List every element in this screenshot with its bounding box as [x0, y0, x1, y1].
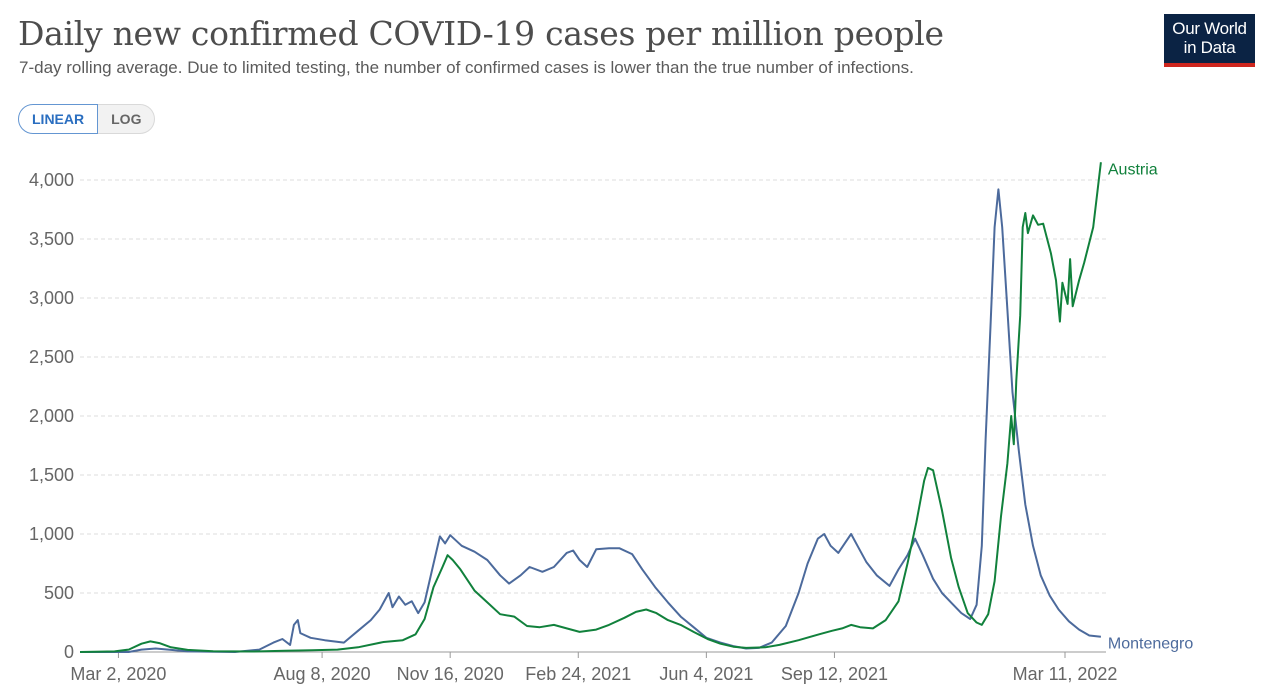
gridlines [80, 179, 1106, 594]
y-tick-label: 1,000 [29, 524, 74, 544]
x-tick-label: Aug 8, 2020 [274, 664, 371, 684]
series-labels: Montenegro Austria [1108, 161, 1193, 652]
series-line-montenegro[interactable] [80, 188, 1102, 653]
y-axis-labels: 0 500 1,000 1,500 2,000 2,500 3,000 3,500 4,000 [29, 170, 74, 662]
x-axis: Mar 2, 2020 Aug 8, 2020 Nov 16, 2020 Feb 24… [70, 651, 1118, 684]
y-tick-label: 2,000 [29, 406, 74, 426]
y-tick-label: 3,000 [29, 288, 74, 308]
log-scale-button[interactable]: LOG [98, 104, 156, 134]
y-tick-label: 4,000 [29, 170, 74, 190]
x-tick-label: Sep 12, 2021 [781, 664, 888, 684]
owid-logo[interactable]: Our World in Data [1164, 14, 1255, 67]
x-tick-label: Feb 24, 2021 [525, 664, 631, 684]
y-tick-label: 1,500 [29, 465, 74, 485]
x-tick-label: Jun 4, 2021 [659, 664, 753, 684]
scale-toggle: LINEAR LOG [18, 104, 156, 134]
logo-text-line1: Our World [1172, 19, 1247, 38]
y-tick-label: 500 [44, 583, 74, 603]
y-tick-label: 2,500 [29, 347, 74, 367]
series-line-austria[interactable] [79, 162, 1102, 653]
x-tick-label: Nov 16, 2020 [397, 664, 504, 684]
linear-scale-button[interactable]: LINEAR [18, 104, 99, 134]
series-label-austria[interactable]: Austria [1108, 161, 1158, 178]
x-tick-label: Mar 2, 2020 [70, 664, 166, 684]
x-tick-label: Mar 11, 2022 [1013, 664, 1118, 684]
y-tick-label: 3,500 [29, 229, 74, 249]
series-lines [79, 162, 1102, 653]
logo-text-line2: in Data [1183, 38, 1236, 57]
y-tick-label: 0 [64, 642, 74, 662]
series-label-montenegro[interactable]: Montenegro [1108, 636, 1193, 653]
chart-subtitle: 7-day rolling average. Due to limited te… [19, 58, 914, 77]
chart-title: Daily new confirmed COVID-19 cases per m… [18, 14, 944, 53]
